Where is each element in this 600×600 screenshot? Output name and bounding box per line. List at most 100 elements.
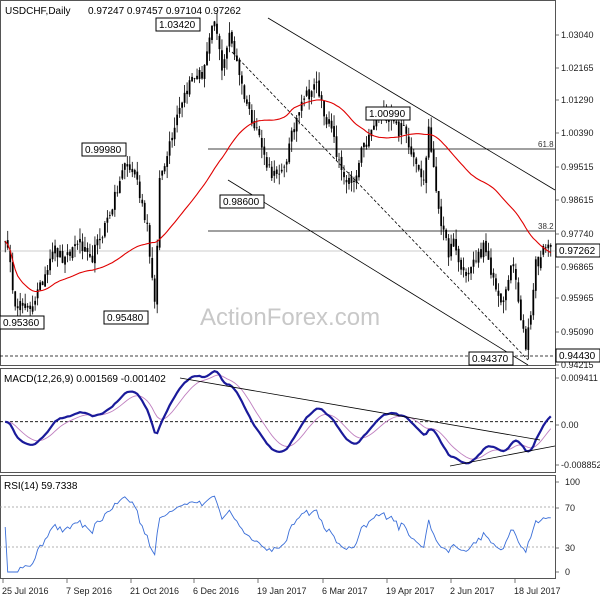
fib-level-label: 61.8 [538, 140, 554, 149]
candle-body [151, 258, 154, 278]
candle-body [39, 282, 42, 290]
price-panel-frame [0, 0, 556, 366]
candle-body [480, 249, 482, 258]
macd-upper-trendline [179, 377, 541, 441]
candle-body [437, 191, 440, 209]
candle-body [123, 163, 126, 170]
candle-body [69, 251, 71, 256]
candle-body [168, 141, 171, 156]
candle-body [295, 117, 298, 132]
candle-body [375, 116, 378, 127]
candle-body [310, 91, 313, 97]
candle-body [532, 289, 535, 316]
candle-body [293, 129, 296, 133]
candle-body [270, 166, 273, 179]
candle-body [64, 256, 66, 265]
candle-body [260, 137, 263, 148]
candle-body [305, 90, 308, 96]
candle-body [16, 306, 19, 309]
candle-body [79, 238, 81, 243]
candle-body [61, 251, 64, 263]
candle-body [328, 119, 330, 124]
price-label-box [468, 351, 514, 366]
candle-body [128, 164, 131, 170]
macd-lower-trendline [449, 445, 556, 467]
candle-body [86, 247, 89, 252]
candle-body [118, 181, 121, 193]
candle-body [228, 32, 231, 47]
candle-body [544, 247, 547, 249]
candle-body [313, 84, 316, 90]
candle-body [126, 164, 129, 167]
candle-body [507, 279, 510, 291]
candle-body [298, 112, 301, 116]
candle-body [176, 114, 179, 126]
candle-body [348, 177, 350, 184]
candle-body [430, 127, 433, 152]
candle-body [196, 75, 198, 79]
macd-label: MACD(12,26,9) 0.001569 -0.001402 [4, 374, 166, 385]
price-label-box [103, 310, 149, 325]
candle-body [31, 306, 34, 312]
price-label: 1.03420 [159, 20, 196, 31]
candle-body [447, 238, 450, 258]
candle-body [113, 191, 116, 210]
candle-body [263, 146, 266, 155]
candle-body [490, 257, 492, 275]
candle-body [363, 142, 365, 148]
candle-body [395, 121, 398, 124]
price-axis-label: 1.00390 [561, 128, 594, 138]
candle-body [166, 156, 169, 167]
candle-body [255, 127, 258, 129]
candle-body [138, 181, 141, 199]
channel-lower-trendline [227, 179, 529, 366]
candle-body [402, 125, 405, 126]
candle-body [89, 254, 91, 257]
price-label: 0.95360 [3, 318, 40, 329]
rsi-axis-label: 0 [565, 567, 570, 577]
candle-body [84, 247, 86, 252]
candle-body [163, 166, 166, 172]
candle-body [146, 222, 149, 224]
candle-body [343, 171, 345, 178]
candle-body [51, 251, 54, 260]
channel-upper-trendline [267, 17, 556, 191]
candle-body [303, 98, 306, 100]
price-label-box [81, 142, 127, 157]
rsi-line [4, 495, 551, 573]
candle-body [519, 299, 522, 321]
price-axis-label: 0.94215 [561, 360, 594, 370]
price-axis-label: 0.96865 [561, 262, 594, 272]
price-label: 0.94370 [472, 354, 509, 365]
candle-body [338, 159, 340, 161]
x-axis-label: 19 Apr 2017 [386, 586, 435, 596]
candle-body [106, 217, 109, 223]
candle-body [243, 85, 246, 100]
x-axis-label: 18 Jul 2017 [514, 586, 561, 596]
candle-body [275, 169, 278, 174]
candle-body [59, 250, 61, 258]
candle-body [173, 127, 176, 140]
candle-body [258, 128, 261, 136]
candle-body [482, 242, 485, 258]
candle-body [76, 243, 79, 245]
x-axis-label: 19 Jan 2017 [257, 586, 307, 596]
candle-body [74, 244, 76, 247]
candle-body [156, 245, 159, 305]
candle-body [542, 245, 545, 255]
candle-body [335, 136, 338, 157]
candle-body [549, 245, 552, 247]
candle-body [325, 117, 328, 125]
candle-body [425, 157, 428, 183]
candle-body [407, 136, 410, 148]
candle-body [432, 149, 435, 168]
price-axis-label: 0.98615 [561, 195, 594, 205]
candle-body [206, 51, 208, 66]
candle-body [462, 267, 465, 271]
candle-body [522, 320, 525, 329]
price-label: 0.95480 [107, 313, 144, 324]
candle-body [158, 177, 161, 248]
candle-body [547, 244, 550, 249]
moving-average-line [4, 99, 552, 293]
candle-body [427, 126, 430, 158]
